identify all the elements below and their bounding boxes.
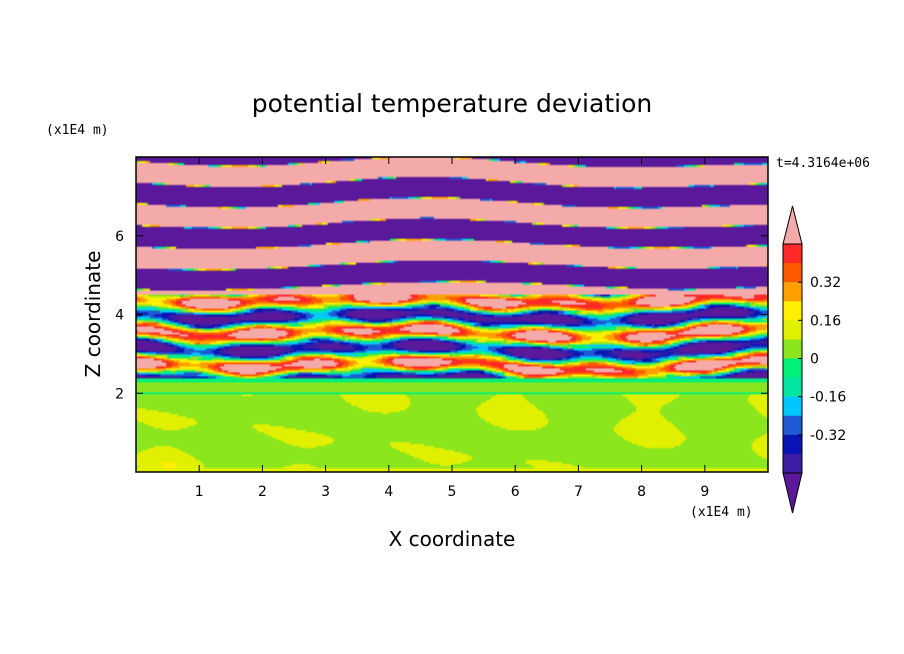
colorbar-swatch — [783, 244, 802, 264]
x-tick-label: 3 — [321, 484, 330, 500]
heatmap-field — [136, 157, 768, 472]
colorbar-swatch — [783, 396, 802, 417]
y-tick-label: 2 — [115, 386, 124, 402]
colorbar-swatch — [783, 434, 802, 455]
x-tick-label: 9 — [700, 484, 709, 500]
x-axis-label: X coordinate — [389, 527, 516, 551]
colorbar-swatch — [783, 263, 802, 283]
x-tick-label: 1 — [195, 484, 204, 500]
colorbar: 0.32 0.16 0 -0.16 -0.32 — [782, 205, 846, 514]
y-axis: 2 4 6 — [115, 229, 768, 402]
x-tick-label: 2 — [258, 484, 267, 500]
x-tick-label: 4 — [384, 484, 393, 500]
y-axis-label: Z coordinate — [81, 251, 105, 378]
colorbar-top-arrow — [782, 205, 803, 245]
heatmap-image — [136, 157, 768, 472]
chart-title: potential temperature deviation — [252, 89, 652, 118]
x-tick-label: 5 — [448, 484, 457, 500]
time-label: t=4.3164e+06 — [776, 156, 870, 171]
colorbar-swatch — [783, 339, 802, 359]
x-axis: 1 2 3 4 5 6 7 8 9 — [195, 157, 709, 500]
plot-area — [135, 156, 769, 473]
colorbar-tick-label: 0.16 — [810, 313, 841, 329]
colorbar-swatch — [783, 320, 802, 340]
y-tick-label: 6 — [115, 229, 124, 245]
colorbar-tick-label: -0.16 — [810, 390, 846, 406]
colorbar-swatch — [783, 453, 802, 474]
colorbar-swatch — [783, 415, 802, 436]
colorbar-bottom-arrow — [782, 472, 803, 514]
y-unit-label: (x1E4 m) — [46, 123, 109, 138]
colorbar-tick-label: 0.32 — [810, 275, 841, 291]
x-tick-label: 8 — [637, 484, 646, 500]
colorbar-swatch — [783, 377, 802, 398]
colorbar-tick-label: 0 — [810, 352, 819, 368]
colorbar-tick-label: -0.32 — [810, 428, 846, 444]
x-tick-label: 6 — [511, 484, 520, 500]
colorbar-swatch — [783, 358, 802, 379]
colorbar-swatch — [783, 301, 802, 321]
x-tick-label: 7 — [574, 484, 583, 500]
colorbar-swatch — [783, 282, 802, 302]
y-tick-label: 4 — [115, 308, 124, 324]
x-unit-label: (x1E4 m) — [690, 505, 753, 520]
